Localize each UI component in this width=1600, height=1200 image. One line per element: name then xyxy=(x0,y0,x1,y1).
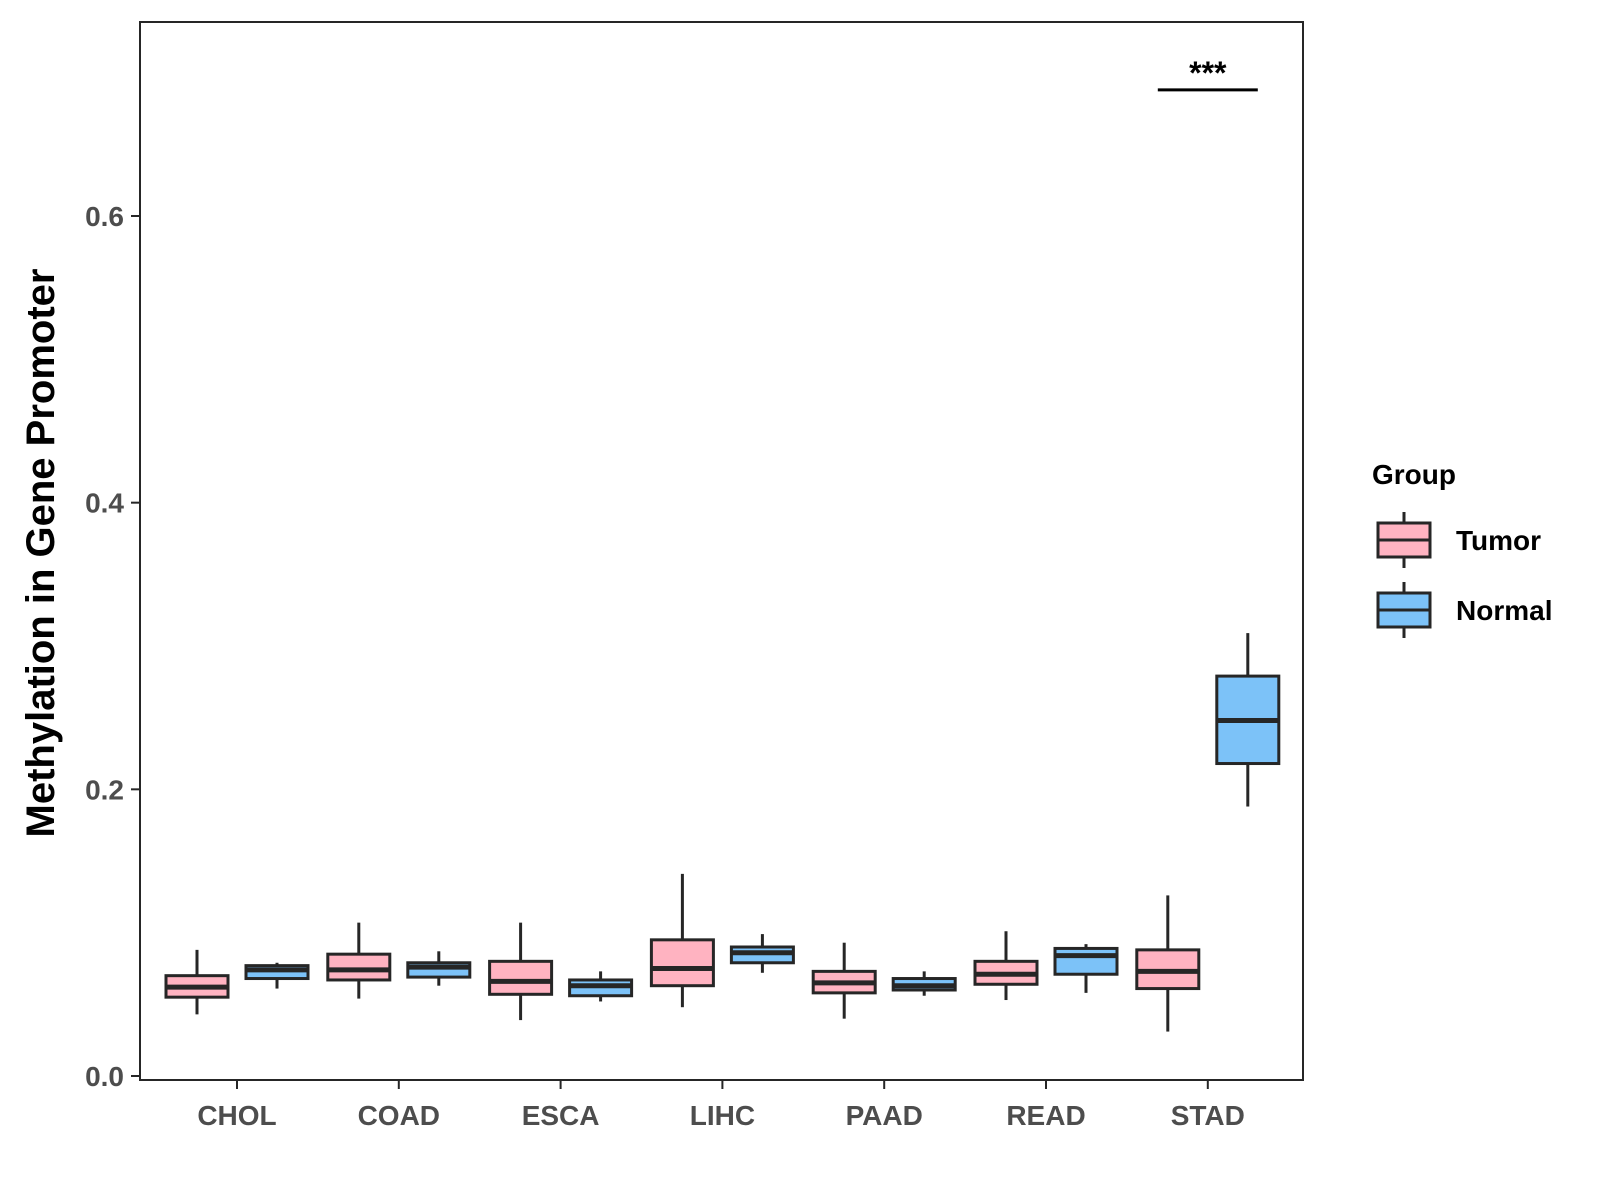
y-tick-label: 0.4 xyxy=(85,488,124,519)
box-normal-lihc xyxy=(729,934,795,973)
legend-item-normal: Normal xyxy=(1376,582,1552,638)
legend-label: Tumor xyxy=(1456,525,1541,556)
box-tumor-coad xyxy=(326,922,392,999)
box-normal-read xyxy=(1053,944,1119,993)
box-normal-chol xyxy=(244,962,310,989)
box-tumor-stad xyxy=(1135,895,1201,1032)
box-body xyxy=(1053,946,1119,976)
x-tick-label: PAAD xyxy=(846,1100,923,1131)
x-tick-label: READ xyxy=(1006,1100,1085,1131)
box-normal-stad xyxy=(1215,633,1281,807)
x-tick-label: STAD xyxy=(1171,1100,1245,1131)
box-normal-paad xyxy=(891,971,957,996)
x-tick-label: ESCA xyxy=(522,1100,600,1131)
x-tick-label: CHOL xyxy=(197,1100,276,1131)
box-tumor-chol xyxy=(164,949,230,1015)
box-body xyxy=(649,938,715,988)
y-tick-label: 0.2 xyxy=(85,774,124,805)
legend-item-tumor: Tumor xyxy=(1376,512,1541,568)
x-axis: CHOL COAD ESCA LIHC PAAD READ STAD xyxy=(197,1080,1245,1131)
box-tumor-paad xyxy=(811,942,877,1019)
box-body xyxy=(326,952,392,982)
legend-title: Group xyxy=(1372,459,1456,490)
box-body xyxy=(488,959,554,996)
x-tick-label: COAD xyxy=(358,1100,440,1131)
box-tumor-read xyxy=(973,931,1039,1001)
boxes-layer xyxy=(164,633,1281,1032)
y-axis: 0.0 0.2 0.4 0.6 xyxy=(85,201,140,1092)
box-normal-esca xyxy=(568,971,634,1002)
y-tick-label: 0.6 xyxy=(85,201,124,232)
box-tumor-lihc xyxy=(649,873,715,1008)
legend: Group Tumor Normal xyxy=(1372,459,1552,638)
annotation-layer: *** xyxy=(1157,55,1258,92)
box-tumor-esca xyxy=(488,922,554,1021)
y-tick-label: 0.0 xyxy=(85,1061,124,1092)
significance-label: *** xyxy=(1189,55,1227,91)
y-axis-title: Methylation in Gene Promoter xyxy=(19,269,63,838)
legend-label: Normal xyxy=(1456,595,1552,626)
box-normal-coad xyxy=(406,951,472,986)
plot-panel-border xyxy=(139,21,1304,1081)
x-tick-label: LIHC xyxy=(690,1100,755,1131)
